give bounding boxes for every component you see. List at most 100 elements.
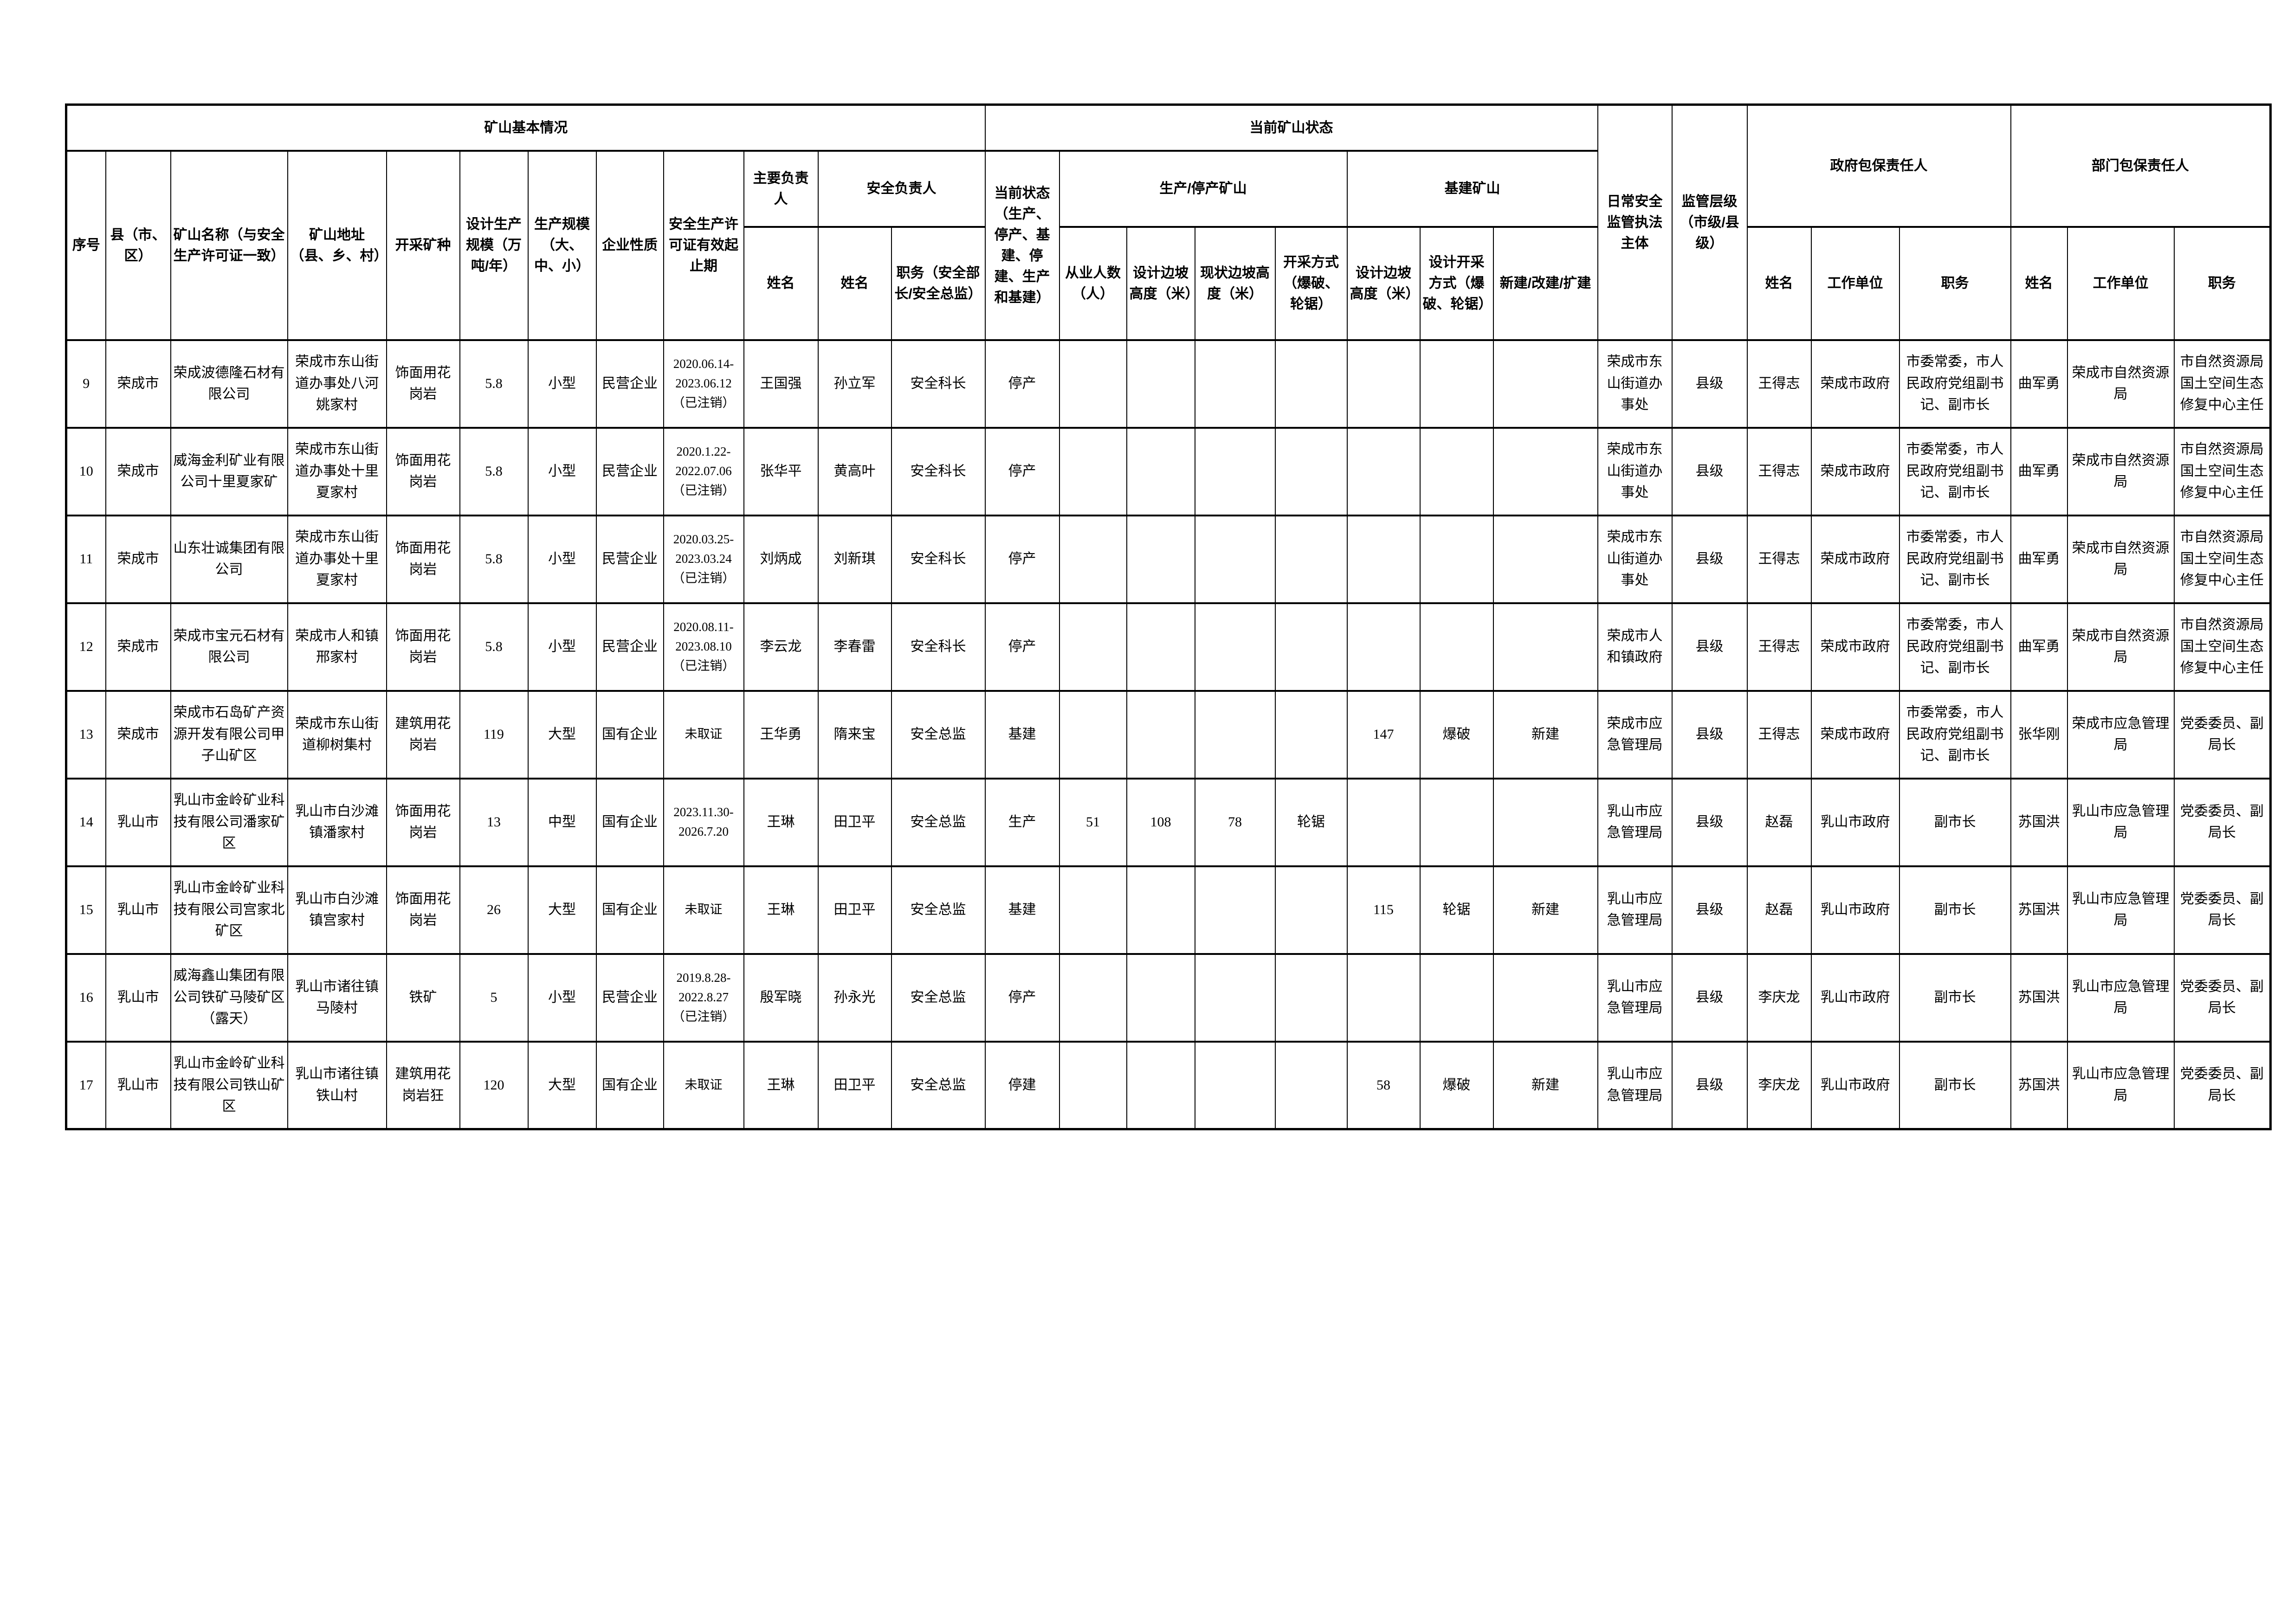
header-group-prod-stop: 生产/停产矿山 <box>1059 149 1348 228</box>
cell-r3-c22: 王得志 <box>1746 602 1812 692</box>
header-supervision-level: 监管层级（市级/县级） <box>1671 103 1748 341</box>
cell-r8-c23: 乳山市政府 <box>1810 1040 1900 1130</box>
cell-r6-c18: 轮锯 <box>1419 865 1494 955</box>
cell-r0-c16 <box>1274 339 1348 429</box>
cell-r7-c21: 县级 <box>1671 953 1748 1043</box>
cell-r2-c10: 刘新琪 <box>817 514 892 604</box>
cell-r6-c10: 田卫平 <box>817 865 892 955</box>
header-county: 县（市、区） <box>105 149 171 341</box>
cell-r7-c22: 李庆龙 <box>1746 953 1812 1043</box>
cell-r0-c22: 王得志 <box>1746 339 1812 429</box>
cell-r2-c15 <box>1194 514 1276 604</box>
cell-r2-c14 <box>1126 514 1195 604</box>
cell-r4-c4: 建筑用花岗岩 <box>386 690 460 780</box>
cell-r6-c27: 党委委员、副局长 <box>2173 865 2271 955</box>
mine-safety-table: 矿山基本情况 当前矿山状态 日常安全监管执法主体 监管层级（市级/县级） 政府包… <box>65 103 2272 1130</box>
cell-r7-c8: 2019.8.28- 2022.8.27 （已注销） <box>663 953 744 1043</box>
cell-r7-c5: 5 <box>459 953 529 1043</box>
cell-r5-c4: 饰面用花岗岩 <box>386 777 460 867</box>
cell-r3-c3: 荣成市人和镇邢家村 <box>287 602 387 692</box>
cell-r6-c20: 乳山市应急管理局 <box>1597 865 1673 955</box>
cell-r3-c5: 5.8 <box>459 602 529 692</box>
header-license-period: 安全生产许可证有效起止期 <box>663 149 744 341</box>
cell-r4-c27: 党委委员、副局长 <box>2173 690 2271 780</box>
cell-r0-c6: 小型 <box>527 339 597 429</box>
cell-r6-c23: 乳山市政府 <box>1810 865 1900 955</box>
cell-r6-c9: 王琳 <box>743 865 819 955</box>
cell-r0-c2: 荣成波德隆石材有限公司 <box>170 339 288 429</box>
cell-r3-c24: 市委常委，市人民政府党组副书记、副市长 <box>1899 602 2011 692</box>
cell-r1-c20: 荣成市东山街道办事处 <box>1597 426 1673 516</box>
cell-r8-c27: 党委委员、副局长 <box>2173 1040 2271 1130</box>
cell-r2-c2: 山东壮诚集团有限公司 <box>170 514 288 604</box>
cell-r1-c1: 荣成市 <box>105 426 171 516</box>
table-row: 11 荣成市 山东壮诚集团有限公司 荣成市东山街道办事处十里夏家村 饰面用花岗岩 5.8 小… <box>65 514 2271 604</box>
cell-r1-c5: 5.8 <box>459 426 529 516</box>
cell-r8-c6: 大型 <box>527 1040 597 1130</box>
cell-r4-c7: 国有企业 <box>595 690 664 780</box>
cell-r1-c13 <box>1059 426 1127 516</box>
cell-r0-c9: 王国强 <box>743 339 819 429</box>
cell-r3-c15 <box>1194 602 1276 692</box>
cell-r7-c20: 乳山市应急管理局 <box>1597 953 1673 1043</box>
cell-r1-c19 <box>1492 426 1598 516</box>
cell-r5-c6: 中型 <box>527 777 597 867</box>
header-enterprise-nature: 企业性质 <box>595 149 664 341</box>
cell-r7-c25: 苏国洪 <box>2010 953 2068 1043</box>
cell-r6-c11: 安全总监 <box>891 865 986 955</box>
cell-r8-c13 <box>1059 1040 1127 1130</box>
table-row: 9 荣成市 荣成波德隆石材有限公司 荣成市东山街道办事处八河姚家村 饰面用花岗岩 5.8 小… <box>65 339 2271 429</box>
cell-r2-c24: 市委常委，市人民政府党组副书记、副市长 <box>1899 514 2011 604</box>
header-leaf-row: 姓名 姓名 职务（安全部长/安全总监） 从业人数（人） 设计边坡高度（米） 现状… <box>66 226 2271 341</box>
cell-r7-c9: 殷军晓 <box>743 953 819 1043</box>
header-main-principal: 主要负责人 <box>743 149 819 228</box>
cell-r3-c0: 12 <box>65 602 106 692</box>
cell-r4-c24: 市委常委，市人民政府党组副书记、副市长 <box>1899 690 2011 780</box>
cell-r4-c0: 13 <box>65 690 106 780</box>
cell-r5-c26: 乳山市应急管理局 <box>2067 777 2175 867</box>
cell-r5-c17 <box>1346 777 1421 867</box>
header-group-construction: 基建矿山 <box>1346 149 1598 228</box>
cell-r1-c14 <box>1126 426 1195 516</box>
cell-r4-c19: 新建 <box>1492 690 1598 780</box>
cell-r7-c4: 铁矿 <box>386 953 460 1043</box>
cell-r1-c10: 黄高叶 <box>817 426 892 516</box>
cell-r5-c18 <box>1419 777 1494 867</box>
cell-r1-c9: 张华平 <box>743 426 819 516</box>
cell-r7-c11: 安全总监 <box>891 953 986 1043</box>
header-jj-design-method: 设计开采方式（爆破、轮锯） <box>1419 226 1494 341</box>
cell-r0-c27: 市自然资源局国土空间生态修复中心主任 <box>2173 339 2271 429</box>
cell-r2-c6: 小型 <box>527 514 597 604</box>
table-body: 9 荣成市 荣成波德隆石材有限公司 荣成市东山街道办事处八河姚家村 饰面用花岗岩 5.8 小… <box>65 339 2271 1130</box>
cell-r6-c22: 赵磊 <box>1746 865 1812 955</box>
cell-r7-c17 <box>1346 953 1421 1043</box>
cell-r8-c15 <box>1194 1040 1276 1130</box>
cell-r6-c15 <box>1194 865 1276 955</box>
table-row: 12 荣成市 荣成市宝元石材有限公司 荣成市人和镇邢家村 饰面用花岗岩 5.8 小型 民营企业… <box>65 602 2271 692</box>
cell-r3-c16 <box>1274 602 1348 692</box>
cell-r8-c16 <box>1274 1040 1348 1130</box>
cell-r7-c23: 乳山市政府 <box>1810 953 1900 1043</box>
header-safety-duty: 职务（安全部长/安全总监） <box>891 226 986 341</box>
header-mining-method: 开采方式（爆破、轮锯） <box>1274 226 1348 341</box>
cell-r5-c16: 轮锯 <box>1274 777 1348 867</box>
cell-r5-c7: 国有企业 <box>595 777 664 867</box>
cell-r4-c23: 荣成市政府 <box>1810 690 1900 780</box>
cell-r2-c27: 市自然资源局国土空间生态修复中心主任 <box>2173 514 2271 604</box>
cell-r7-c27: 党委委员、副局长 <box>2173 953 2271 1043</box>
cell-r3-c7: 民营企业 <box>595 602 664 692</box>
cell-r7-c0: 16 <box>65 953 106 1043</box>
cell-r5-c3: 乳山市白沙滩镇潘家村 <box>287 777 387 867</box>
cell-r0-c18 <box>1419 339 1494 429</box>
cell-r8-c24: 副市长 <box>1899 1040 2011 1130</box>
cell-r0-c23: 荣成市政府 <box>1810 339 1900 429</box>
cell-r3-c13 <box>1059 602 1127 692</box>
cell-r5-c19 <box>1492 777 1598 867</box>
cell-r6-c1: 乳山市 <box>105 865 171 955</box>
cell-r2-c13 <box>1059 514 1127 604</box>
cell-r4-c1: 荣成市 <box>105 690 171 780</box>
cell-r8-c22: 李庆龙 <box>1746 1040 1812 1130</box>
cell-r7-c10: 孙永光 <box>817 953 892 1043</box>
cell-r6-c14 <box>1126 865 1195 955</box>
header-group-current-status: 当前矿山状态 <box>984 103 1598 152</box>
